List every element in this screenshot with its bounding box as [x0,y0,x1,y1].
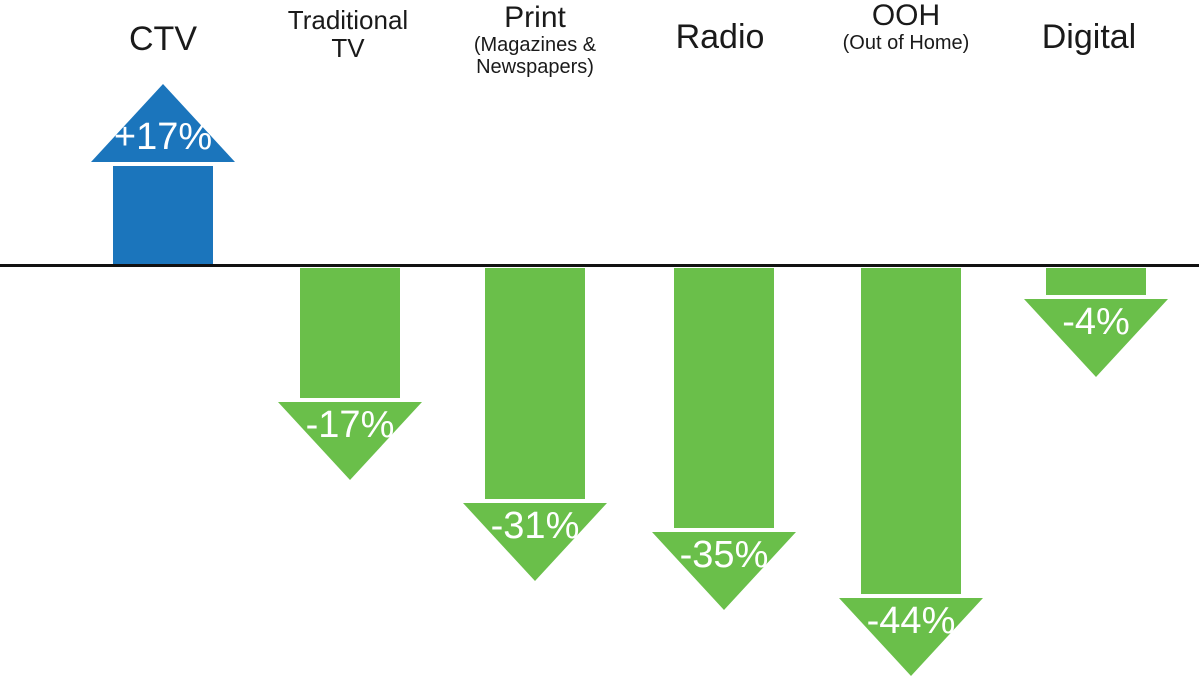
label-line: Print [504,1,566,34]
value-label-radio: -35% [679,534,769,576]
label-line: Radio [675,18,765,56]
value-label-print: -31% [490,505,580,547]
arrow-stem-ctv [113,166,213,264]
value-label-ctv: +17% [113,116,213,158]
label-line: Digital [1041,18,1137,56]
label-line: Traditional [287,5,409,35]
column-label-ooh: OOH (Out of Home) [746,0,1066,54]
label-subline: (Magazines & [473,34,597,57]
arrow-stem-print [485,268,585,499]
value-label-traditional-tv: -17% [305,404,395,446]
column-label-digital: Digital [929,19,1201,56]
label-line: OOH [871,0,941,32]
value-label-ooh: -44% [866,600,956,642]
arrow-head-ooh [839,598,983,676]
label-subline: (Out of Home) [842,32,970,55]
baseline [0,264,1199,267]
column-label-radio: Radio [560,19,880,56]
column-label-traditional-tv: Traditional TV [188,6,508,62]
column-label-print: Print (Magazines & Newspapers) [375,1,695,79]
arrow-head-radio [652,532,796,610]
arrow-head-digital [1024,299,1168,377]
arrow-head-traditional-tv [278,402,422,480]
arrow-stem-ooh [861,268,961,594]
arrow-stem-digital [1046,268,1146,295]
arrow-stem-radio [674,268,774,528]
label-subline: Newspapers) [476,56,594,79]
arrow-stem-traditional-tv [300,268,400,398]
arrow-head-print [463,503,607,581]
value-label-digital: -4% [1062,301,1130,343]
label-line: CTV [129,20,197,58]
column-label-ctv: CTV [3,21,323,58]
arrow-head-ctv [91,84,235,162]
label-line: TV [331,33,365,64]
